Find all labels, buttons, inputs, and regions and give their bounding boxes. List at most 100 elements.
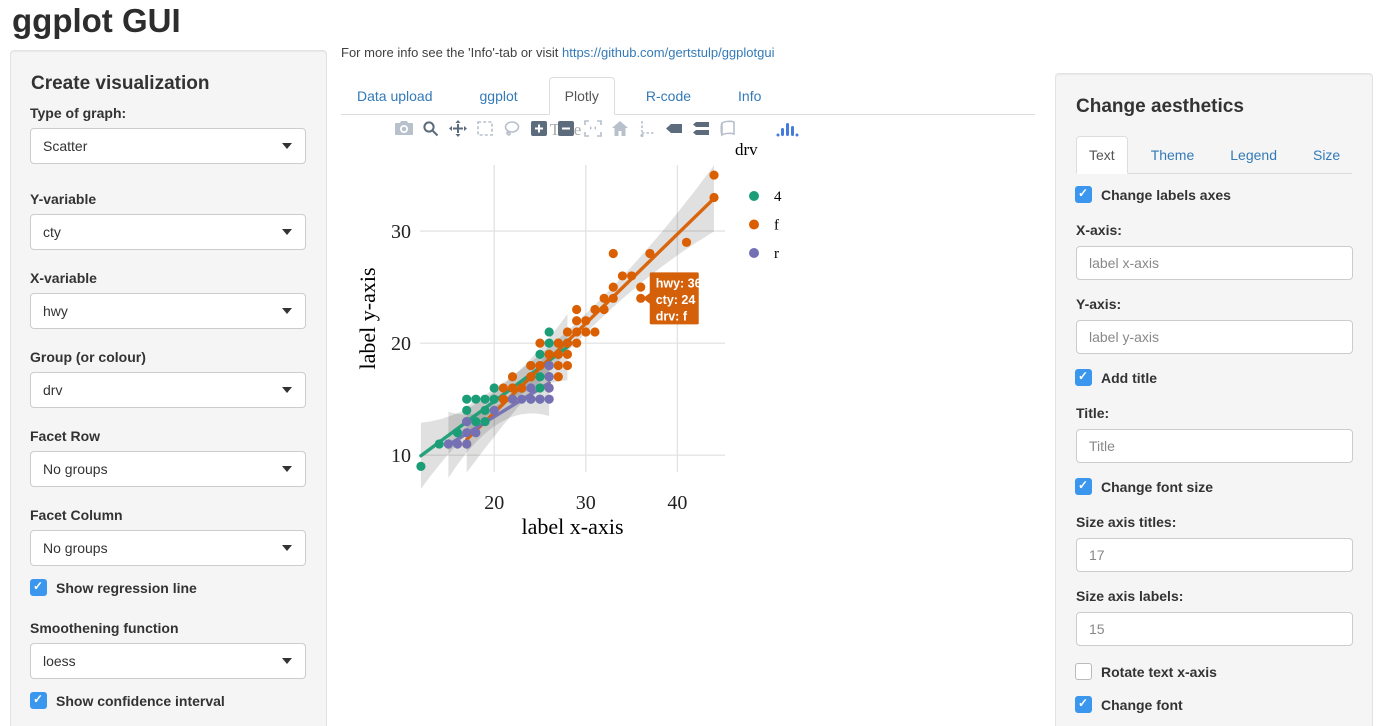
right-panel-heading: Change aesthetics	[1076, 96, 1244, 117]
y-axis-input-label: Y-axis:	[1076, 296, 1122, 312]
tab-info[interactable]: Info	[738, 88, 762, 104]
group-colour-select[interactable]: drv	[30, 372, 306, 408]
title-input[interactable]	[1076, 429, 1353, 463]
svg-text:4: 4	[774, 189, 782, 205]
svg-text:30: 30	[576, 492, 596, 514]
smoothing-function-label: Smoothening function	[30, 620, 179, 636]
facet-row-label: Facet Row	[30, 428, 101, 444]
reset-axes-home-icon[interactable]	[611, 120, 629, 137]
change-font-size-checkbox[interactable]: Change font size	[1075, 478, 1213, 495]
field-smoothing-function: Smoothening function loess	[30, 620, 306, 679]
x-variable-select[interactable]: hwy	[30, 293, 306, 329]
toggle-spikelines-icon[interactable]	[638, 120, 656, 137]
zoom-icon[interactable]	[422, 120, 440, 137]
checkbox-checked-icon[interactable]	[30, 692, 47, 709]
svg-text:20: 20	[484, 492, 504, 514]
type-of-graph-select[interactable]: Scatter	[30, 128, 306, 164]
x-axis-input[interactable]	[1076, 246, 1353, 280]
tab-data-upload[interactable]: Data upload	[357, 88, 433, 104]
checkbox-unchecked-icon[interactable]	[1075, 663, 1092, 680]
chevron-down-icon	[282, 143, 292, 149]
main-tabbar: Data upload ggplot Plotly R-code Info	[341, 77, 1035, 115]
tab-text[interactable]: Text	[1076, 136, 1128, 174]
chevron-down-icon	[282, 308, 292, 314]
svg-text:20: 20	[391, 333, 411, 355]
y-variable-select[interactable]: cty	[30, 214, 306, 250]
plotly-modebar	[395, 120, 802, 137]
chevron-down-icon	[282, 229, 292, 235]
checkbox-checked-icon[interactable]	[1075, 186, 1092, 203]
svg-text:40: 40	[667, 492, 687, 514]
tab-ggplot[interactable]: ggplot	[479, 88, 518, 104]
field-y-variable: Y-variable cty	[30, 191, 306, 250]
camera-icon[interactable]	[395, 120, 413, 137]
chevron-down-icon	[282, 466, 292, 472]
size-axis-labels-label: Size axis labels:	[1076, 588, 1184, 604]
field-x-variable: X-variable hwy	[30, 270, 306, 329]
svg-text:drv: drv	[735, 140, 758, 159]
pan-icon[interactable]	[449, 120, 467, 137]
checkbox-checked-icon[interactable]	[30, 579, 47, 596]
show-regression-checkbox[interactable]: Show regression line	[30, 579, 197, 596]
autoscale-icon[interactable]	[584, 120, 602, 137]
facet-column-label: Facet Column	[30, 507, 123, 523]
hover-closest-icon[interactable]	[665, 120, 683, 137]
svg-text:label y-axis: label y-axis	[355, 267, 380, 369]
facet-column-select[interactable]: No groups	[30, 530, 306, 566]
lasso-select-icon[interactable]	[503, 120, 521, 137]
size-axis-labels-input[interactable]	[1076, 612, 1353, 646]
hover-compare-icon[interactable]	[692, 120, 710, 137]
checkbox-checked-icon[interactable]	[1075, 369, 1092, 386]
tab-legend[interactable]: Legend	[1230, 147, 1277, 163]
chevron-down-icon	[282, 545, 292, 551]
box-select-icon[interactable]	[476, 120, 494, 137]
change-labels-axes-checkbox[interactable]: Change labels axes	[1075, 186, 1231, 203]
show-confidence-interval-checkbox[interactable]: Show confidence interval	[30, 692, 225, 709]
aesthetics-tabbar: Text Theme Legend Size	[1076, 136, 1352, 174]
field-facet-row: Facet Row No groups	[30, 428, 306, 487]
zoom-out-icon[interactable]	[557, 120, 575, 137]
y-axis-input[interactable]	[1076, 320, 1353, 354]
github-link[interactable]: https://github.com/gertstulp/ggplotgui	[562, 45, 775, 60]
change-font-checkbox[interactable]: Change font	[1075, 696, 1183, 713]
svg-text:cty: 24: cty: 24	[656, 293, 696, 307]
x-axis-input-label: X-axis:	[1076, 222, 1122, 238]
svg-text:f: f	[774, 218, 779, 234]
facet-row-select[interactable]: No groups	[30, 451, 306, 487]
info-line: For more info see the 'Info'-tab or visi…	[341, 45, 775, 60]
field-group-colour: Group (or colour) drv	[30, 349, 306, 408]
chevron-down-icon	[282, 658, 292, 664]
size-axis-titles-label: Size axis titles:	[1076, 514, 1177, 530]
tab-plotly[interactable]: Plotly	[548, 77, 615, 115]
checkbox-checked-icon[interactable]	[1075, 478, 1092, 495]
svg-text:30: 30	[391, 221, 411, 243]
add-title-checkbox[interactable]: Add title	[1075, 369, 1157, 386]
tab-theme[interactable]: Theme	[1150, 147, 1195, 163]
tab-size[interactable]: Size	[1312, 147, 1341, 163]
svg-text:label x-axis: label x-axis	[521, 514, 623, 539]
rotate-text-x-axis-checkbox[interactable]: Rotate text x-axis	[1075, 663, 1217, 680]
plotly-logo-icon[interactable]	[776, 120, 802, 137]
checkbox-checked-icon[interactable]	[1075, 696, 1092, 713]
y-variable-label: Y-variable	[30, 191, 97, 207]
page-title: ggplot GUI	[12, 2, 181, 39]
smoothing-function-select[interactable]: loess	[30, 643, 306, 679]
type-of-graph-label: Type of graph:	[30, 105, 127, 121]
field-type-of-graph: Type of graph: Scatter	[30, 105, 306, 164]
tab-r-code[interactable]: R-code	[645, 88, 692, 104]
group-colour-label: Group (or colour)	[30, 349, 146, 365]
chart-studio-icon[interactable]	[719, 120, 737, 137]
svg-text:hwy: 36: hwy: 36	[656, 276, 702, 290]
chevron-down-icon	[282, 387, 292, 393]
title-input-label: Title:	[1076, 405, 1110, 421]
size-axis-titles-input[interactable]	[1076, 538, 1353, 572]
zoom-in-icon[interactable]	[530, 120, 548, 137]
svg-text:drv: f: drv: f	[656, 309, 688, 323]
create-visualization-panel: Create visualization Type of graph: Scat…	[10, 50, 327, 726]
x-variable-label: X-variable	[30, 270, 97, 286]
left-panel-heading: Create visualization	[31, 73, 210, 94]
field-facet-column: Facet Column No groups	[30, 507, 306, 566]
